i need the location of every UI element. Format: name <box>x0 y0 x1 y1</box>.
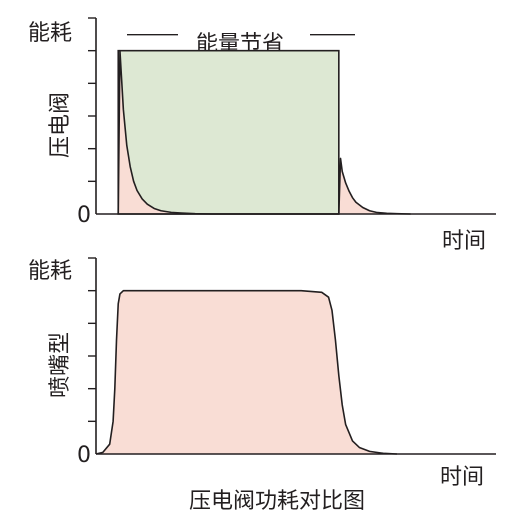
consumption-area <box>96 290 397 454</box>
piezo-y-origin-label: 0 <box>77 203 91 228</box>
nozzle-y-origin-label: 0 <box>77 443 91 468</box>
piezo-series-label: 压电阀 <box>48 92 73 158</box>
consumption-curve <box>95 289 397 455</box>
piezo-y-axis-label: 能耗 <box>28 21 72 46</box>
nozzle-x-axis-label: 时间 <box>440 465 484 490</box>
nozzle-type-chart: 能耗 喷嘴型 0 时间 <box>28 257 496 490</box>
piezo-valve-chart: 能耗 压电阀 0 时间 能量节省 <box>28 17 496 254</box>
nozzle-y-axis-label: 能耗 <box>28 259 72 284</box>
nozzle-series-label: 喷嘴型 <box>48 332 73 398</box>
energy-savings-area <box>118 50 339 214</box>
piezo-x-axis-label: 时间 <box>442 229 486 254</box>
figure-caption: 压电阀功耗对比图 <box>189 489 365 514</box>
